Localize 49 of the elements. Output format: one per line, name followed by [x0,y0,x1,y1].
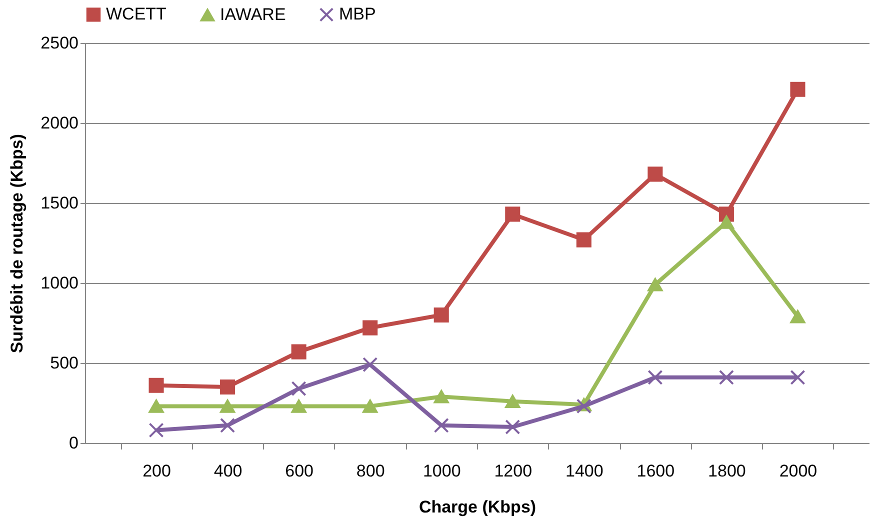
point [718,216,734,229]
y-tick-label: 500 [50,354,78,372]
x-axis-title: Charge (Kbps) [418,498,536,516]
legend-label: WCETT [106,4,166,24]
point [291,400,306,413]
point [576,232,592,248]
point [648,370,663,385]
point [718,370,734,385]
x-tick-label: 1800 [708,462,746,480]
point [434,418,449,433]
point [790,310,806,324]
point [148,378,164,393]
point [505,394,520,408]
point [362,400,378,413]
point [648,278,663,292]
point [148,400,164,413]
x-tick-label: 2000 [779,462,818,480]
point [505,206,520,222]
point [291,344,306,360]
y-tick-label: 1500 [40,194,78,212]
point [362,320,378,336]
x-tick-label: 200 [142,462,171,480]
y-axis-title: Surdébit de routage (Kbps) [8,134,27,354]
x-tick-label: 1400 [565,462,604,480]
y-tick-label: 2000 [40,114,78,132]
x-tick-label: 400 [214,462,242,480]
point [434,390,449,404]
x-tick-label: 1000 [422,462,461,480]
point [790,370,806,385]
point [505,419,520,435]
point [434,307,449,323]
legend-label: MBP [339,4,376,24]
x-tick-label: 800 [356,462,385,480]
x-tick-label: 600 [285,462,314,480]
point [291,381,306,396]
point [220,418,236,433]
point [220,379,236,395]
y-tick-label: 0 [69,434,78,452]
point [148,422,164,438]
point [790,82,806,97]
y-tick-label: 2500 [40,34,78,52]
point [648,166,663,182]
x-tick-label: 1600 [636,462,675,480]
y-tick-label: 1000 [40,274,78,292]
point [220,400,236,413]
legend-label: IAWARE [220,5,286,24]
point [576,398,592,414]
x-tick-label: 1200 [494,462,532,480]
point [362,357,378,372]
